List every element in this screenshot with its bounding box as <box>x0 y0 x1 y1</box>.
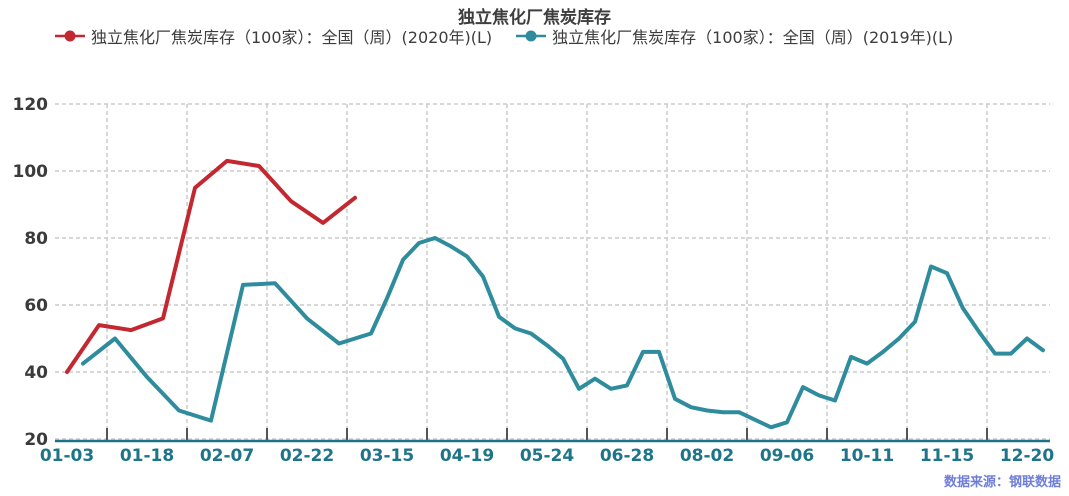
x-axis-label: 04-19 <box>440 446 494 466</box>
legend-marker-2019-icon <box>516 30 547 42</box>
x-axis-label: 12-20 <box>1000 446 1055 466</box>
x-axis-label: 10-11 <box>840 446 894 466</box>
x-axis-label: 08-02 <box>680 446 734 466</box>
series-line-2019 <box>81 236 1045 430</box>
x-axis-label: 02-22 <box>280 446 334 466</box>
x-axis-label: 09-06 <box>760 446 814 466</box>
x-axis-label: 01-18 <box>120 446 174 466</box>
legend-item-2019[interactable]: 独立焦化厂焦炭库存（100家）：全国（周）(2019年)(L) <box>516 24 953 48</box>
legend-item-2020[interactable]: 独立焦化厂焦炭库存（100家）：全国（周）(2020年)(L) <box>55 24 492 48</box>
legend-label-2019: 独立焦化厂焦炭库存（100家）：全国（周）(2019年)(L) <box>552 28 954 47</box>
x-axis-label: 02-07 <box>200 446 254 466</box>
y-axis-label: 60 <box>24 296 48 316</box>
x-axis-label: 01-03 <box>40 446 94 466</box>
data-source-note: 数据来源：钢联数据 <box>943 475 1061 490</box>
legend-marker-2020-icon <box>55 30 85 42</box>
x-axis-label: 03-15 <box>360 446 414 466</box>
y-axis-label: 100 <box>13 162 49 182</box>
chart-legend: 独立焦化厂焦炭库存（100家）：全国（周）(2020年)(L) 独立焦化厂焦炭库… <box>55 24 953 48</box>
y-axis-label: 40 <box>24 363 48 383</box>
y-axis-label: 120 <box>13 95 49 115</box>
y-axis-label: 80 <box>24 229 48 249</box>
y-axis-label: 20 <box>24 430 48 450</box>
x-axis-label: 05-24 <box>520 446 575 466</box>
x-axis-label: 11-15 <box>920 446 974 466</box>
series-line-2020 <box>65 158 357 374</box>
legend-label-2020: 独立焦化厂焦炭库存（100家）：全国（周）(2020年)(L) <box>91 28 493 47</box>
chart-title: 独立焦化厂焦炭库存 <box>458 8 611 28</box>
x-axis-label: 06-28 <box>600 446 654 466</box>
